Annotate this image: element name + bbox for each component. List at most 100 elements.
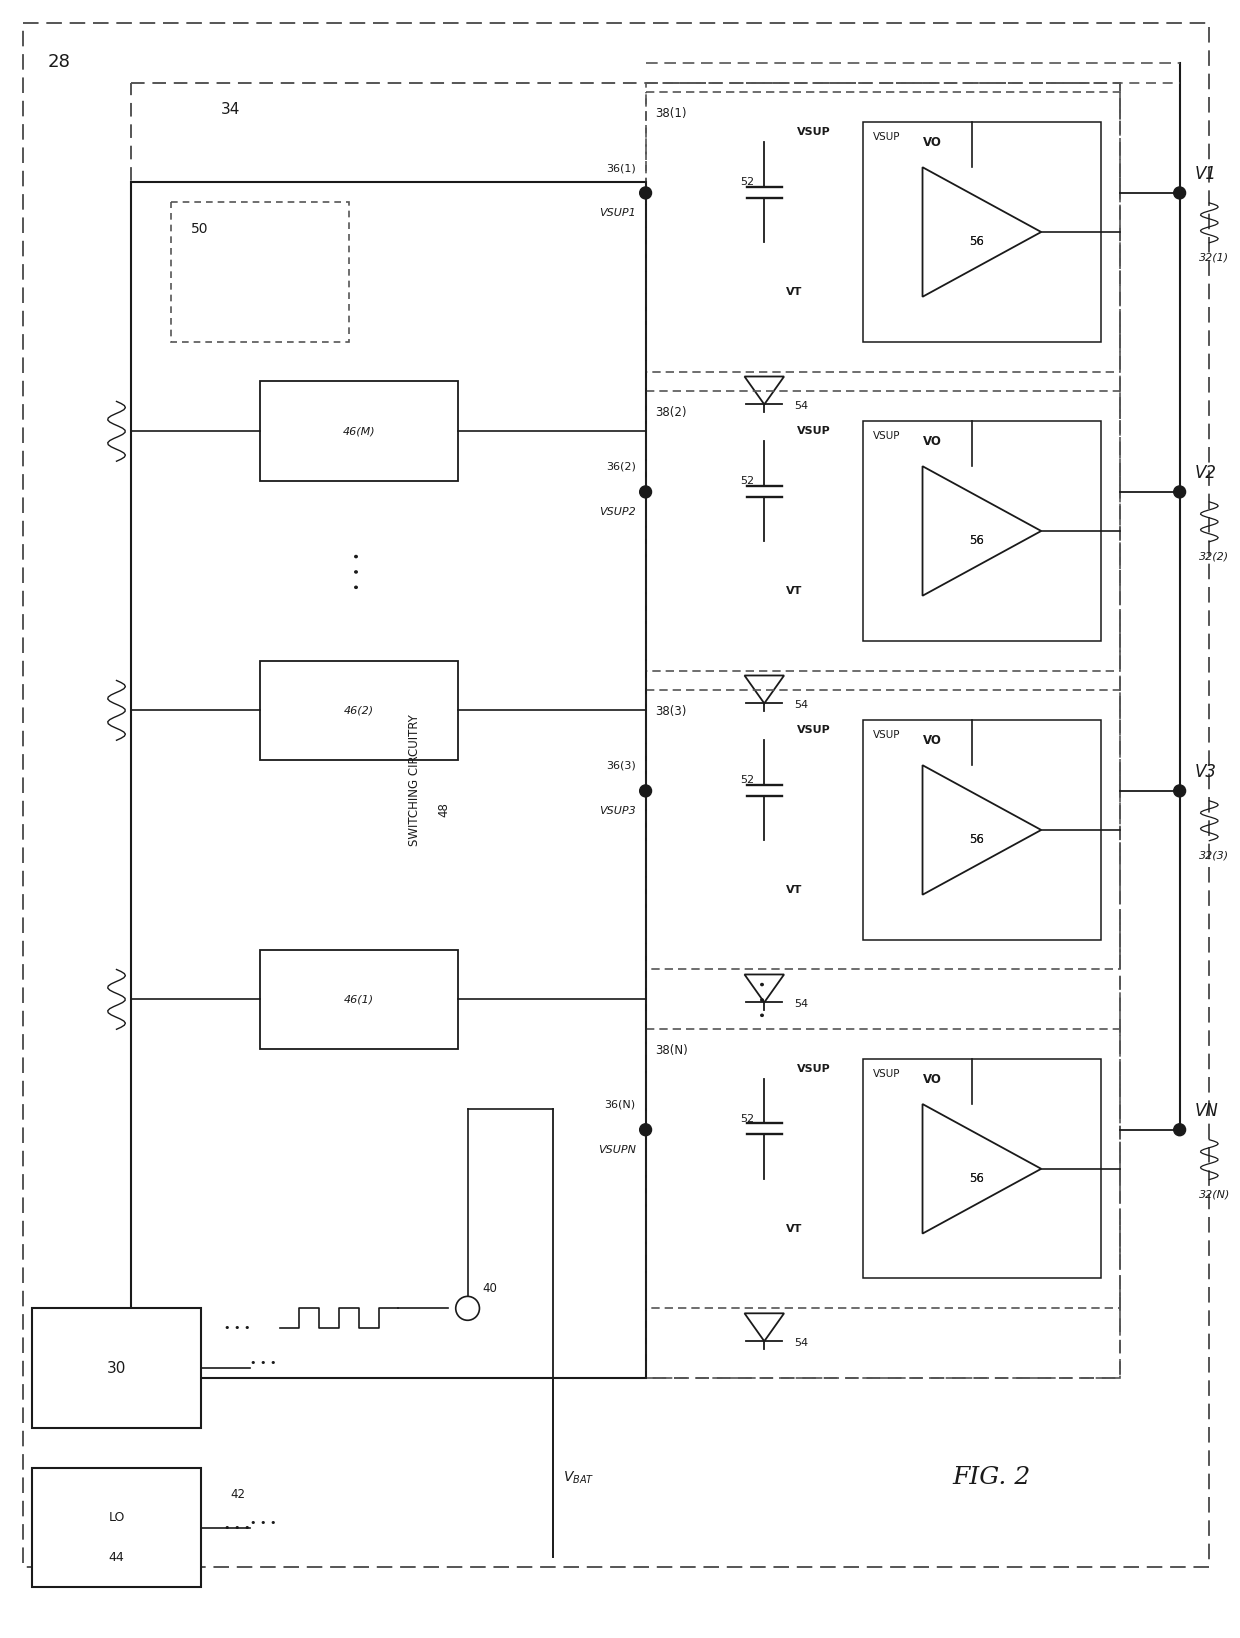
Bar <box>260 382 458 482</box>
Text: V2: V2 <box>1194 464 1216 482</box>
Bar <box>131 182 646 1378</box>
Text: $V_{BAT}$: $V_{BAT}$ <box>563 1469 594 1486</box>
Text: V3: V3 <box>1194 763 1216 781</box>
Text: VO: VO <box>923 734 941 747</box>
Text: 30: 30 <box>107 1361 126 1376</box>
Text: 42: 42 <box>231 1487 246 1500</box>
Text: 56: 56 <box>970 534 985 547</box>
Text: 44: 44 <box>109 1551 124 1564</box>
Text: • • •: • • • <box>223 1324 250 1333</box>
Text: V1: V1 <box>1194 165 1216 183</box>
Circle shape <box>640 486 651 498</box>
Text: VO: VO <box>923 434 941 447</box>
Text: 46(M): 46(M) <box>342 426 376 436</box>
Circle shape <box>1174 1124 1185 1135</box>
Text: 54: 54 <box>794 999 808 1009</box>
Text: VT: VT <box>786 885 802 894</box>
Polygon shape <box>923 467 1042 596</box>
Text: •  •  •: • • • <box>758 980 771 1019</box>
Text: 46(1): 46(1) <box>343 994 374 1004</box>
Text: 52: 52 <box>740 1114 754 1124</box>
Bar <box>260 950 458 1050</box>
Circle shape <box>1174 486 1185 498</box>
Text: VSUP: VSUP <box>797 726 831 735</box>
Text: • • •: • • • <box>250 1358 277 1368</box>
Bar <box>646 82 1120 1378</box>
Circle shape <box>640 187 651 198</box>
Text: VSUP: VSUP <box>797 1065 831 1075</box>
Text: 46(2): 46(2) <box>343 706 374 716</box>
Text: 32(1): 32(1) <box>1199 252 1230 262</box>
Text: 32(3): 32(3) <box>1199 850 1230 860</box>
Polygon shape <box>923 167 1042 296</box>
Circle shape <box>640 785 651 796</box>
Text: VSUPN: VSUPN <box>598 1145 636 1155</box>
Text: 38(3): 38(3) <box>656 706 687 719</box>
Text: 32(2): 32(2) <box>1199 552 1230 562</box>
Text: VSUP: VSUP <box>797 128 831 138</box>
Text: 52: 52 <box>740 477 754 486</box>
Bar <box>646 691 1120 970</box>
Text: VSUP: VSUP <box>873 1070 900 1079</box>
Bar <box>646 1029 1120 1309</box>
Text: 54: 54 <box>794 1338 808 1348</box>
Polygon shape <box>923 765 1042 894</box>
Text: 32(N): 32(N) <box>1199 1189 1231 1199</box>
Text: SWITCHING CIRCUITRY: SWITCHING CIRCUITRY <box>408 714 420 847</box>
Circle shape <box>1174 187 1185 198</box>
Text: VSUP2: VSUP2 <box>599 506 636 518</box>
Text: 38(2): 38(2) <box>656 406 687 419</box>
Polygon shape <box>923 765 1042 894</box>
Text: LO: LO <box>108 1512 125 1523</box>
Text: 38(1): 38(1) <box>656 108 687 121</box>
Text: 48: 48 <box>438 803 450 817</box>
Bar <box>863 123 1101 342</box>
Text: VO: VO <box>923 1073 941 1086</box>
Text: 56: 56 <box>970 236 985 249</box>
Text: 56: 56 <box>970 834 985 847</box>
Bar <box>260 660 458 760</box>
Text: 56: 56 <box>970 236 985 249</box>
Bar <box>646 391 1120 670</box>
Text: VSUP: VSUP <box>873 731 900 740</box>
Circle shape <box>640 1124 651 1135</box>
Text: 56: 56 <box>970 1173 985 1186</box>
Text: 50: 50 <box>191 223 208 236</box>
Text: FIG. 2: FIG. 2 <box>952 1466 1030 1489</box>
Text: 36(N): 36(N) <box>605 1099 636 1111</box>
Text: 36(3): 36(3) <box>606 762 636 771</box>
Text: 54: 54 <box>794 701 808 711</box>
Bar <box>32 1309 201 1428</box>
Text: 38(N): 38(N) <box>656 1045 688 1057</box>
Polygon shape <box>923 167 1042 296</box>
Text: VO: VO <box>923 136 941 149</box>
Polygon shape <box>923 1104 1042 1233</box>
Bar <box>131 82 1120 1378</box>
Text: VSUP3: VSUP3 <box>599 806 636 816</box>
Text: 52: 52 <box>740 775 754 785</box>
Polygon shape <box>923 1104 1042 1233</box>
Text: VN: VN <box>1194 1102 1218 1120</box>
Bar <box>171 201 348 342</box>
Text: VT: VT <box>786 287 802 296</box>
Text: 52: 52 <box>740 177 754 187</box>
Text: 56: 56 <box>970 834 985 847</box>
Bar <box>646 92 1120 372</box>
Text: VSUP: VSUP <box>873 133 900 143</box>
Text: 28: 28 <box>47 52 71 70</box>
Text: 56: 56 <box>970 1173 985 1186</box>
Text: •  •  •: • • • <box>352 552 366 590</box>
Polygon shape <box>923 467 1042 596</box>
Text: VSUP: VSUP <box>797 426 831 436</box>
Text: • • •: • • • <box>223 1523 250 1533</box>
Bar <box>863 721 1101 940</box>
Text: VSUP1: VSUP1 <box>599 208 636 218</box>
Text: • • •: • • • <box>250 1517 277 1528</box>
Text: 36(1): 36(1) <box>606 164 636 174</box>
Bar <box>32 1468 201 1587</box>
Text: 36(2): 36(2) <box>606 462 636 472</box>
Text: VSUP: VSUP <box>873 431 900 441</box>
Text: VT: VT <box>786 1224 802 1233</box>
Text: 54: 54 <box>794 401 808 411</box>
Text: 56: 56 <box>970 534 985 547</box>
